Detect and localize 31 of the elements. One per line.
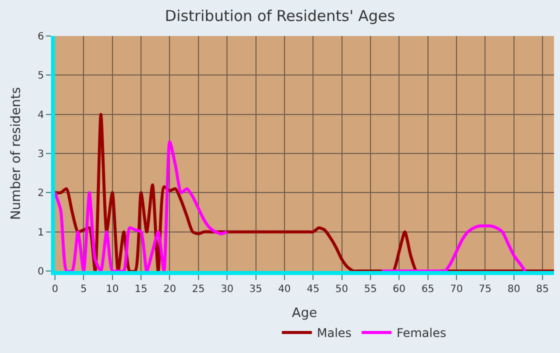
y-tick-label: 3 <box>38 149 44 160</box>
x-tick-label: 30 <box>220 284 234 295</box>
x-tick-label: 0 <box>52 284 58 295</box>
x-tick-label: 55 <box>364 284 377 295</box>
x-tick-label: 15 <box>134 284 148 295</box>
x-tick-label: 35 <box>249 284 262 295</box>
y-tick-label: 2 <box>38 188 44 200</box>
y-axis-title: Number of residents <box>9 86 24 220</box>
x-axis-title: Age <box>292 306 318 322</box>
legend-label: Females <box>396 326 446 340</box>
x-tick-label: 45 <box>306 284 320 295</box>
x-tick-label: 80 <box>507 284 520 295</box>
x-tick-label: 75 <box>478 284 492 295</box>
line-series <box>55 112 554 271</box>
y-tick-label: 6 <box>38 32 44 42</box>
x-tick-label: 65 <box>421 284 434 295</box>
x-tick-label: 10 <box>106 284 119 295</box>
x-tick-label: 20 <box>163 284 176 295</box>
x-tick-label: 50 <box>335 284 348 295</box>
x-tick-label: 40 <box>278 284 291 295</box>
y-tick-label: 4 <box>38 110 44 121</box>
chart-title: Distribution of Residents' Ages <box>164 7 396 26</box>
y-tick-label: 5 <box>38 70 44 82</box>
x-tick-label: 60 <box>392 284 406 295</box>
y-tick-label: 0 <box>38 266 44 278</box>
x-tick-label: 25 <box>192 284 205 295</box>
y-tick-label: 1 <box>38 227 44 238</box>
x-tick-label: 85 <box>536 284 549 295</box>
x-tick-label: 70 <box>450 284 463 295</box>
x-tick-label: 5 <box>80 284 87 295</box>
legend-label: Males <box>316 326 352 340</box>
